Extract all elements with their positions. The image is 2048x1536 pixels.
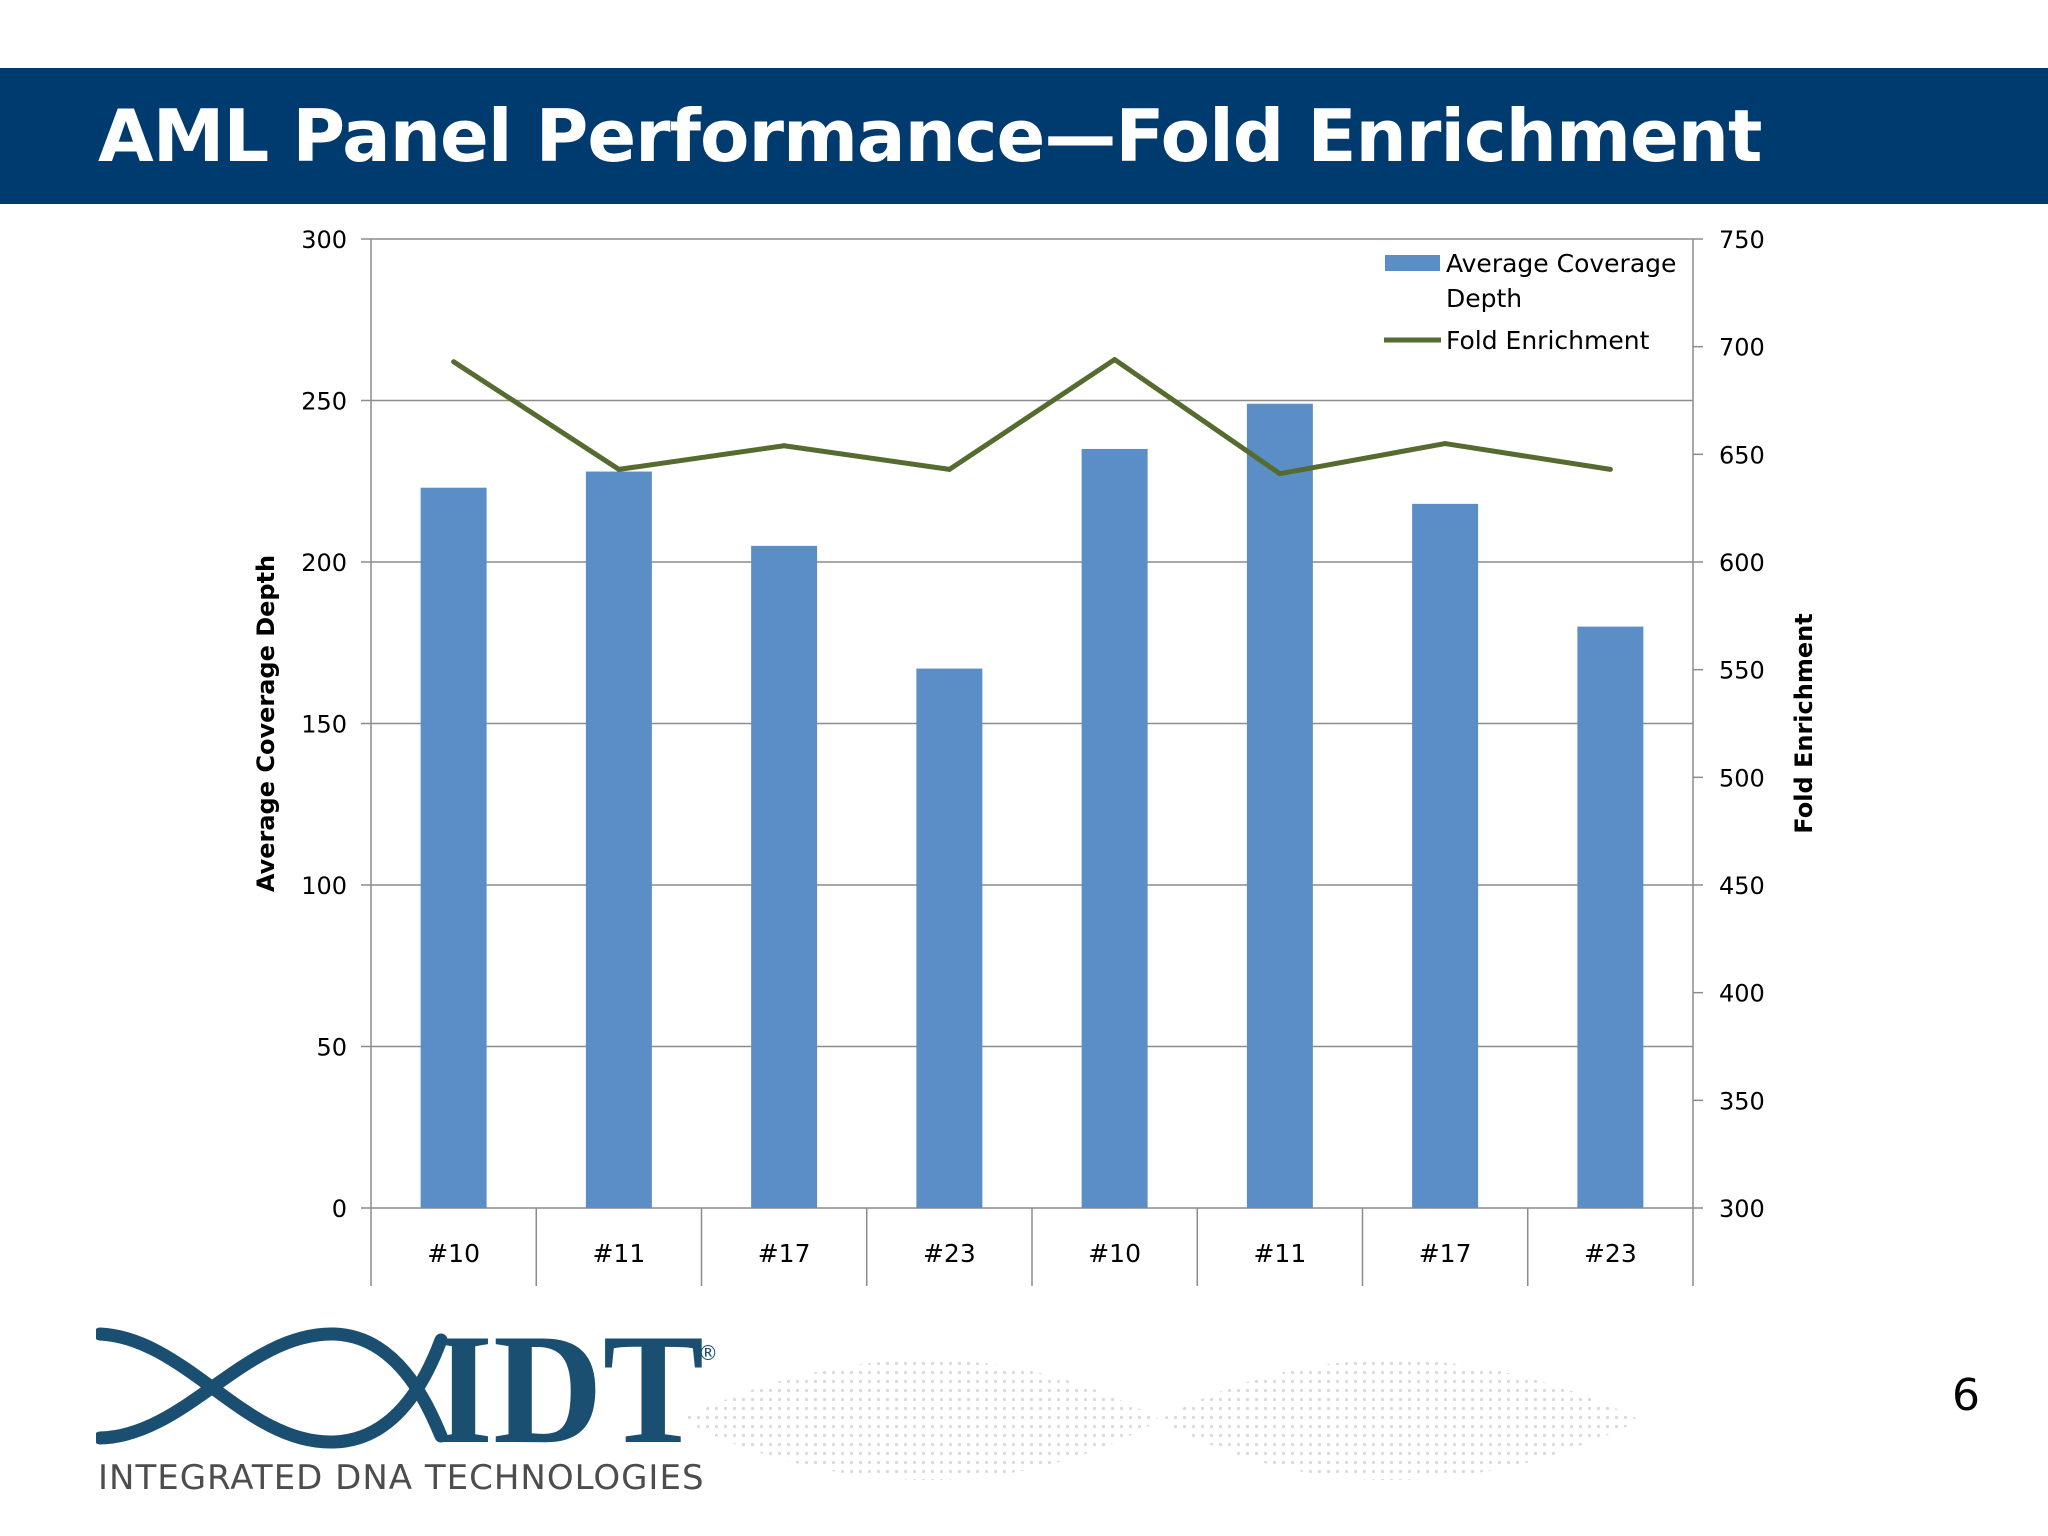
legend-label-bar-line2: Depth — [1446, 284, 1522, 313]
y2-axis-title: Fold Enrichment — [1790, 613, 1818, 833]
y2-tick-label: 650 — [1719, 441, 1765, 469]
helix-icon — [96, 1327, 448, 1449]
fold-enrichment-line — [452, 357, 1611, 477]
line-point — [1277, 471, 1283, 477]
y-tick-label: 300 — [301, 226, 347, 254]
y2-tick-label: 400 — [1719, 980, 1765, 1008]
x-tick-label: #17 — [1419, 1239, 1472, 1268]
y-tick-label: 200 — [301, 549, 347, 577]
line-point — [616, 466, 622, 472]
y-tick-label: 100 — [301, 872, 347, 900]
y2-tick-label: 500 — [1719, 764, 1765, 792]
logo-tagline: INTEGRATED DNA TECHNOLOGIES — [98, 1458, 705, 1498]
y2-tick-label: 300 — [1719, 1195, 1765, 1223]
line-point — [1607, 466, 1613, 472]
line-point — [1112, 357, 1118, 363]
legend-label-bar-line1: Average Coverage — [1446, 249, 1676, 278]
line-point — [781, 443, 787, 449]
y2-tick-label: 750 — [1719, 226, 1765, 254]
bar — [751, 545, 818, 1208]
bar — [585, 471, 652, 1208]
legend-label-line: Fold Enrichment — [1446, 326, 1650, 355]
x-tick-label: #10 — [1088, 1239, 1141, 1268]
bar — [1081, 448, 1148, 1208]
y-tick-label: 150 — [301, 711, 347, 739]
registered-mark: ® — [698, 1341, 718, 1365]
x-tick-label: #11 — [592, 1239, 645, 1268]
dna-helix-watermark — [680, 1360, 1640, 1480]
logo-wordmark: IDT — [434, 1320, 704, 1477]
legend-swatch-bar — [1385, 255, 1440, 271]
x-tick-label: #23 — [923, 1239, 976, 1268]
bar — [420, 487, 487, 1209]
page-number: 6 — [1952, 1370, 1980, 1421]
y2-tick-label: 600 — [1719, 549, 1765, 577]
x-tick-label: #17 — [758, 1239, 811, 1268]
x-tick-label: #23 — [1584, 1239, 1637, 1268]
y-tick-label: 50 — [316, 1034, 347, 1062]
line-point — [1442, 441, 1448, 447]
line-point — [946, 466, 952, 472]
y2-tick-label: 350 — [1719, 1087, 1765, 1115]
title-bar: AML Panel Performance—Fold Enrichment — [0, 68, 2048, 204]
y2-tick-label: 550 — [1719, 657, 1765, 685]
y-axis-title: Average Coverage Depth — [252, 555, 280, 892]
bar — [1577, 626, 1644, 1208]
x-tick-label: #11 — [1253, 1239, 1306, 1268]
x-tick-label: #10 — [427, 1239, 480, 1268]
bar — [1246, 403, 1313, 1209]
bar — [1412, 503, 1479, 1208]
y2-tick-label: 450 — [1719, 872, 1765, 900]
y2-tick-label: 700 — [1719, 334, 1765, 362]
slide-title: AML Panel Performance—Fold Enrichment — [98, 94, 1762, 178]
y-tick-label: 250 — [301, 388, 347, 416]
bar — [916, 668, 983, 1208]
line-point — [451, 359, 457, 365]
y-tick-label: 0 — [332, 1195, 347, 1223]
idt-logo: IDT ® — [96, 1320, 718, 1477]
